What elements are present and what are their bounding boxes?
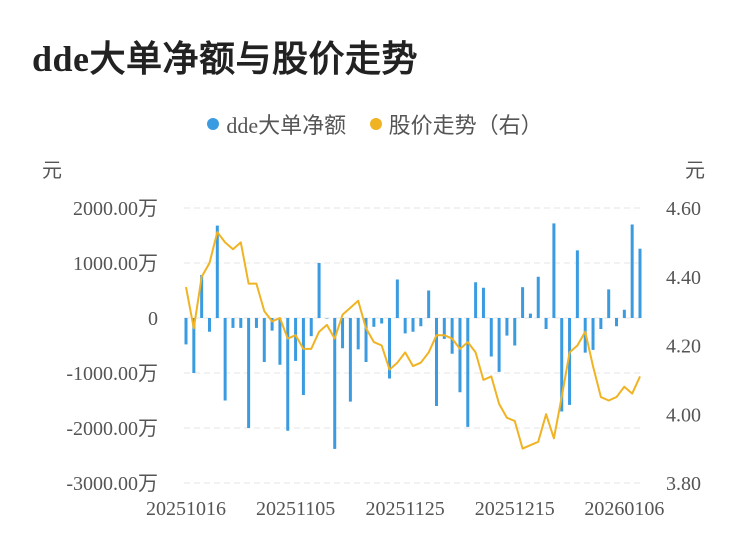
bar bbox=[544, 318, 548, 329]
bar bbox=[348, 318, 352, 402]
right-tick-label: 4.20 bbox=[666, 336, 701, 358]
line-series bbox=[185, 231, 641, 450]
bar bbox=[568, 318, 572, 405]
bar bbox=[427, 290, 431, 318]
bar bbox=[638, 248, 642, 318]
legend-bar-dot-icon bbox=[207, 118, 220, 130]
legend-line-label: 股价走势（右） bbox=[388, 113, 543, 138]
right-tick-label: 4.40 bbox=[666, 267, 701, 289]
axis-labels: 元 元 2000.00万 1000.00万 0 -1000.00万 -2000.00万 -… bbox=[42, 160, 705, 520]
bar bbox=[294, 318, 298, 361]
right-tick-label: 4.60 bbox=[666, 198, 701, 220]
left-tick-label: -3000.00万 bbox=[66, 473, 158, 495]
bar bbox=[333, 318, 337, 449]
bar bbox=[200, 275, 204, 318]
legend-item-line[interactable]: 股价走势（右） bbox=[369, 108, 543, 140]
bar bbox=[270, 318, 274, 331]
bar bbox=[395, 279, 399, 318]
bar bbox=[262, 318, 266, 362]
bar bbox=[575, 250, 579, 318]
bar bbox=[615, 318, 619, 327]
bar bbox=[254, 318, 258, 328]
bar bbox=[207, 318, 211, 332]
chart-title: dde大单净额与股价走势 bbox=[32, 39, 419, 79]
bar bbox=[513, 318, 517, 346]
x-tick-label: 20251016 bbox=[146, 498, 226, 520]
left-tick-label: 0 bbox=[148, 308, 158, 330]
bar bbox=[215, 225, 219, 318]
bar bbox=[521, 287, 525, 318]
bar bbox=[552, 223, 556, 318]
bar bbox=[450, 318, 454, 354]
bar bbox=[192, 318, 196, 373]
bar bbox=[364, 318, 368, 362]
bar bbox=[466, 318, 470, 427]
legend-item-bar[interactable]: dde大单净额 bbox=[207, 108, 346, 140]
bar bbox=[247, 318, 251, 428]
left-tick-label: -2000.00万 bbox=[66, 418, 158, 440]
left-tick-label: 1000.00万 bbox=[73, 253, 158, 275]
legend-line-dot-icon bbox=[369, 118, 382, 130]
bar bbox=[388, 318, 392, 379]
bar bbox=[607, 289, 611, 318]
bar bbox=[286, 318, 290, 431]
bar bbox=[497, 318, 501, 372]
bar bbox=[411, 318, 415, 332]
right-tick-label: 3.80 bbox=[666, 473, 701, 495]
x-tick-label: 20260106 bbox=[584, 498, 664, 520]
bar bbox=[505, 318, 509, 336]
bar bbox=[599, 318, 603, 329]
bar bbox=[481, 287, 485, 318]
bar-series bbox=[184, 223, 642, 449]
chart-legend: dde大单净额 股价走势（右） bbox=[0, 108, 750, 140]
bar bbox=[278, 318, 282, 365]
bar bbox=[403, 318, 407, 334]
bar bbox=[223, 318, 227, 401]
bar bbox=[434, 318, 438, 406]
bar bbox=[239, 318, 243, 328]
bar bbox=[184, 318, 188, 345]
bar bbox=[372, 318, 376, 327]
left-tick-label: -1000.00万 bbox=[66, 363, 158, 385]
bar bbox=[489, 318, 493, 357]
x-tick-label: 20251125 bbox=[366, 498, 445, 520]
x-tick-label: 20251215 bbox=[475, 498, 555, 520]
bar bbox=[474, 282, 478, 318]
bar bbox=[630, 224, 634, 318]
bar bbox=[380, 318, 384, 324]
bar bbox=[309, 318, 313, 337]
price-line bbox=[185, 231, 641, 450]
right-axis-unit: 元 bbox=[685, 160, 705, 182]
grid-lines bbox=[184, 207, 642, 484]
x-tick-label: 20251105 bbox=[256, 498, 335, 520]
bar bbox=[528, 313, 532, 318]
right-tick-label: 4.00 bbox=[666, 404, 701, 426]
left-axis-unit: 元 bbox=[42, 160, 62, 182]
bar bbox=[231, 318, 235, 328]
bar bbox=[317, 263, 321, 318]
bar bbox=[301, 318, 305, 395]
bar bbox=[591, 318, 595, 350]
legend-bar-label: dde大单净额 bbox=[226, 113, 347, 138]
bar bbox=[325, 318, 329, 319]
left-tick-label: 2000.00万 bbox=[73, 198, 158, 220]
bar bbox=[356, 318, 360, 350]
bar bbox=[536, 276, 540, 318]
bar bbox=[442, 318, 446, 339]
bar bbox=[341, 318, 345, 349]
bar bbox=[419, 318, 423, 327]
bar bbox=[622, 309, 626, 318]
bar bbox=[458, 318, 462, 393]
bar bbox=[560, 318, 564, 412]
